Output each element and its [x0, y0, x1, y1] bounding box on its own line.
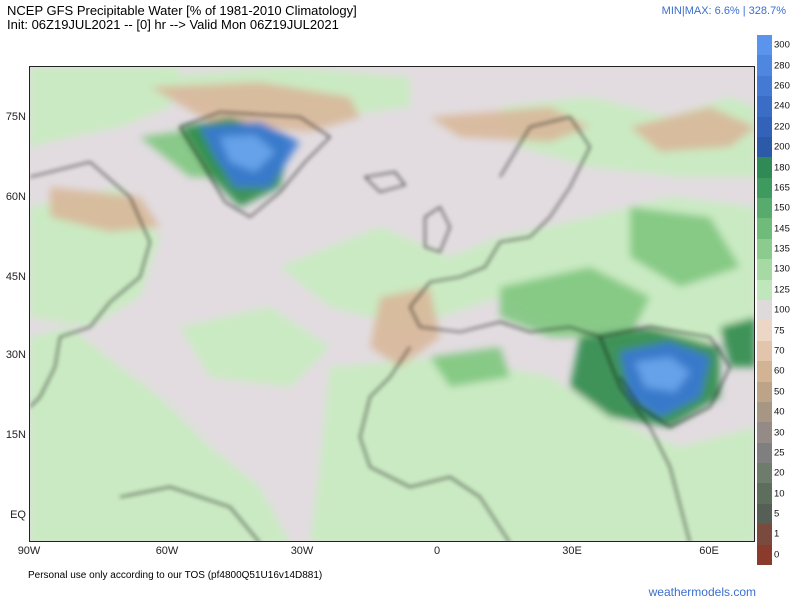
colorbar-tick-label: 280	[774, 60, 790, 72]
colorbar-tick-label: 25	[774, 447, 785, 459]
coastlines	[30, 111, 731, 541]
colorbar-tick-label: 70	[774, 345, 785, 357]
lat-label: 45N	[5, 271, 26, 283]
colorbar-segment	[757, 361, 772, 383]
colorbar-segment	[757, 279, 772, 301]
colorbar-segment	[757, 259, 772, 281]
colorbar-segment	[757, 177, 772, 199]
colorbar-segment	[757, 442, 772, 464]
colorbar-tick-label: 220	[774, 121, 790, 133]
colorbar-tick-label: 40	[774, 406, 785, 418]
colorbar-tick-label: 10	[774, 488, 785, 500]
colorbar-segment	[757, 157, 772, 179]
colorbar-tick-label: 1	[774, 528, 780, 540]
colorbar-segment	[757, 381, 772, 403]
colorbar-tick-label: 5	[774, 508, 780, 520]
colorbar-tick-label: 150	[774, 202, 790, 214]
map-panel	[29, 66, 755, 542]
colorbar-segment	[757, 116, 772, 138]
precip-field	[30, 67, 754, 541]
lat-label: 60N	[5, 191, 26, 203]
colorbar-segment	[757, 218, 772, 240]
tos-note: Personal use only according to our TOS (…	[28, 570, 323, 581]
colorbar-segment	[757, 96, 772, 118]
colorbar-tick-label: 145	[774, 223, 790, 235]
colorbar-tick-label: 240	[774, 100, 790, 112]
colorbar-tick-label: 180	[774, 162, 790, 173]
init-valid-line: Init: 06Z19JUL2021 -- [0] hr --> Valid M…	[7, 17, 339, 32]
map-canvas	[30, 67, 754, 541]
map-title: NCEP GFS Precipitable Water [% of 1981-2…	[7, 3, 357, 18]
colorbar-tick-label: 130	[774, 263, 790, 275]
lat-label: EQ	[10, 509, 26, 521]
brand-link[interactable]: weathermodels.com	[648, 585, 756, 599]
lon-label: 60E	[699, 545, 719, 557]
colorbar-segment	[757, 55, 772, 77]
colorbar-tick-label: 50	[774, 386, 785, 398]
lon-label: 90W	[17, 545, 41, 557]
colorbar	[757, 35, 772, 566]
colorbar-segment	[757, 238, 772, 260]
lat-label: 75N	[5, 111, 26, 123]
colorbar-segment	[757, 340, 772, 362]
colorbar-segment	[757, 422, 772, 444]
colorbar-segment	[757, 524, 772, 546]
colorbar-segment	[757, 503, 772, 525]
colorbar-segment	[757, 320, 772, 342]
colorbar-tick-label: 260	[774, 80, 790, 92]
colorbar-segment	[757, 483, 772, 505]
lon-label: 30W	[290, 545, 314, 557]
colorbar-tick-label: 135	[774, 243, 790, 255]
lat-label: 15N	[5, 429, 26, 441]
colorbar-tick-label: 20	[774, 467, 785, 479]
colorbar-tick-label: 100	[774, 304, 790, 316]
lon-label: 0	[433, 545, 441, 557]
colorbar-tick-label: 165	[774, 182, 790, 194]
colorbar-segment	[757, 300, 772, 321]
lon-label: 60W	[155, 545, 179, 557]
colorbar-tick-label: 75	[774, 325, 785, 337]
colorbar-segment	[757, 198, 772, 219]
colorbar-tick-label: 0	[774, 549, 780, 561]
colorbar-tick-label: 125	[774, 284, 790, 296]
colorbar-tick-label: 200	[774, 141, 790, 153]
colorbar-segment	[757, 401, 772, 423]
colorbar-segment	[757, 136, 772, 158]
colorbar-tick-label: 60	[774, 365, 785, 377]
colorbar-tick-label: 30	[774, 427, 785, 438]
lon-label: 30E	[562, 545, 582, 557]
colorbar-segment	[757, 35, 772, 56]
colorbar-segment	[757, 75, 772, 97]
lat-label: 30N	[5, 349, 26, 361]
colorbar-tick-label: 300	[774, 39, 790, 51]
colorbar-segment	[757, 544, 772, 566]
min-max-readout: MIN|MAX: 6.6% | 328.7%	[661, 5, 786, 17]
colorbar-segment	[757, 463, 772, 484]
